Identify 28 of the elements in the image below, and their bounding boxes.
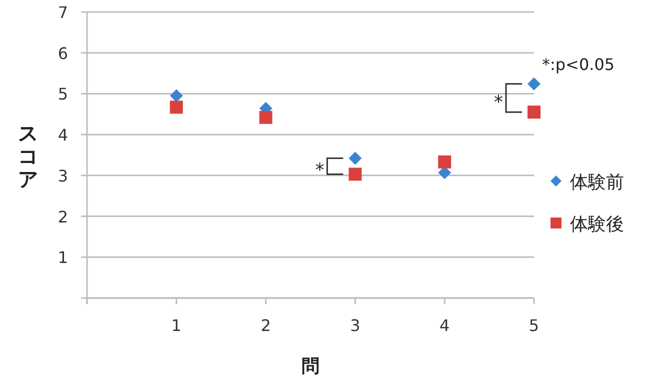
y-tick-label: 1 xyxy=(58,248,68,268)
point xyxy=(528,77,540,90)
annotation: * xyxy=(494,92,503,114)
x-tick-label: 4 xyxy=(440,316,450,335)
annotation: * xyxy=(315,160,324,182)
x-tick-label: 2 xyxy=(260,316,271,335)
text: *:p<0.05 xyxy=(542,55,615,74)
y-tick-label: 5 xyxy=(58,84,68,104)
legend-label: 体験後 xyxy=(570,214,624,235)
x-tick-label: 5 xyxy=(528,316,540,335)
point xyxy=(438,166,452,180)
point xyxy=(528,106,540,119)
x-tick-label: 1 xyxy=(171,316,182,335)
x-axis-title: 問 xyxy=(302,356,320,377)
legend-label: 体験前 xyxy=(570,172,624,193)
point xyxy=(259,110,272,124)
point xyxy=(170,89,183,102)
y-tick-label: 4 xyxy=(58,126,68,145)
y-tick-label: 3 xyxy=(58,166,68,186)
y-tick-label: 2 xyxy=(58,207,68,226)
x-tick-label: 3 xyxy=(350,316,360,335)
point xyxy=(438,155,452,168)
point xyxy=(170,100,183,114)
point xyxy=(348,168,362,181)
y-tick-label: 7 xyxy=(58,3,68,22)
y-axis-title: スコア xyxy=(18,121,38,191)
y-tick-label: 6 xyxy=(58,44,68,63)
point xyxy=(348,152,362,165)
